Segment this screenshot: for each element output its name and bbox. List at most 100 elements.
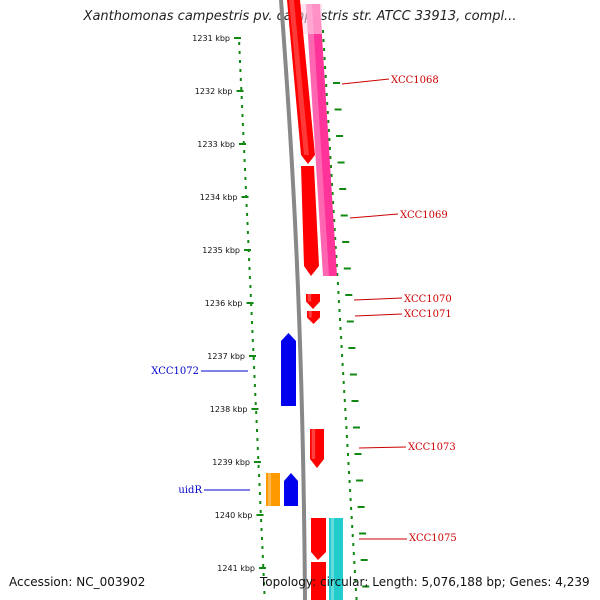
leader-xcc1068 (341, 78, 390, 85)
ruler-dot (354, 588, 357, 591)
gene-cyan-highlight (331, 518, 334, 600)
ruler-dot (348, 471, 350, 474)
ruler-dot (338, 309, 341, 312)
ruler-dot (348, 480, 351, 483)
gene-xcc1071-highlight (308, 311, 312, 318)
ruler-dot (258, 492, 261, 495)
ruler-dot (325, 84, 328, 87)
ruler-dot (333, 219, 336, 222)
ruler-ticks: 1231 kbp 1232 kbp 1233 kbp 1234 kbp 1235 kbp… (192, 34, 370, 588)
ruler-tick-label: 1233 kbp (197, 140, 235, 149)
ruler-minor-tick (359, 532, 367, 535)
ruler-dot (350, 507, 353, 510)
gene-uidr (284, 473, 298, 506)
ruler-dot (324, 66, 327, 69)
ruler-dot (326, 102, 329, 105)
ruler-tick-label: 1237 kbp (207, 352, 245, 361)
gene-label-xcc1071: XCC1071 (404, 309, 452, 320)
ruler-dot (331, 192, 334, 195)
ruler-tick (239, 143, 246, 145)
ruler-dot (262, 573, 265, 576)
ruler-dot (248, 276, 251, 279)
ruler-tick-label: 1239 kbp (212, 458, 250, 467)
ruler-dot (332, 201, 335, 204)
leader-xcc1073 (358, 446, 407, 449)
ruler-dot (343, 399, 346, 402)
gene-xcc1068-highlight (289, 0, 309, 155)
ruler-dot (254, 393, 257, 396)
ruler-dot (349, 498, 352, 501)
gene-xcc1070-highlight (307, 294, 312, 302)
ruler-dot (342, 372, 345, 375)
ruler-minor-tick (346, 320, 354, 323)
ruler-dot (335, 264, 338, 267)
ruler-minor-tick (353, 426, 360, 429)
ruler-dot (322, 39, 325, 42)
ruler-dot (323, 48, 326, 51)
ruler-dot (334, 237, 337, 240)
ruler-dot (252, 357, 255, 360)
gene-orange (266, 473, 280, 506)
ruler-dot (241, 114, 244, 117)
ruler-tick (251, 408, 259, 410)
ruler-dot (248, 267, 251, 270)
ruler-dot (241, 105, 244, 108)
ruler-dot (243, 159, 246, 162)
ruler-dots (238, 30, 358, 600)
ruler-dot (261, 546, 264, 549)
ruler-dot (242, 132, 245, 135)
ruler-dot (249, 294, 252, 297)
ruler-dot (343, 390, 346, 393)
ruler-dot (257, 456, 260, 459)
ruler-dot (244, 168, 246, 171)
ruler-minor-tick (356, 479, 364, 482)
ruler-dot (337, 291, 340, 294)
ruler-dot (251, 330, 254, 333)
ruler-dot (346, 444, 349, 447)
gene-xcc1073-highlight (311, 429, 316, 459)
ruler-dot (255, 411, 258, 414)
ruler-dot (242, 141, 245, 144)
gene-xcc1071 (307, 311, 320, 324)
ruler-dot (259, 501, 262, 504)
gene-label-xcc1072: XCC1072 (151, 366, 199, 377)
ruler-dot (238, 51, 241, 54)
gene-xcc1068 (287, 0, 315, 164)
ruler-tick (259, 567, 266, 569)
ruler-dot (327, 120, 330, 123)
ruler-tick-label: 1240 kbp (215, 511, 253, 520)
gene-xcc1075 (311, 518, 326, 560)
ruler-tick-label: 1232 kbp (195, 87, 233, 96)
ruler-dot (323, 57, 326, 60)
ruler-minor-tick (343, 267, 351, 270)
ruler-dot (349, 489, 352, 492)
gene-label-xcc1075: XCC1075 (409, 533, 457, 544)
leader-xcc1070 (353, 297, 403, 301)
ruler-dot (258, 483, 261, 486)
ruler-dot (354, 579, 357, 582)
ruler-dot (347, 453, 349, 456)
ruler-dot (259, 510, 262, 513)
ruler-dot (341, 354, 344, 357)
genome-summary-text: Topology: circular; Length: 5,076,188 bp… (260, 575, 590, 589)
ruler-dot (254, 402, 257, 405)
ruler-minor-tick (337, 161, 345, 164)
ruler-dot (339, 327, 342, 330)
ruler-dot (246, 222, 249, 225)
ruler-minor-tick (333, 82, 340, 84)
ruler-dot (342, 381, 345, 384)
ruler-dot (250, 303, 253, 306)
ruler-minor-tick (348, 347, 356, 349)
ruler-tick (236, 90, 244, 92)
accession-text: Accession: NC_003902 (9, 575, 146, 589)
ruler-dot (352, 543, 355, 546)
ruler-tick-label: 1231 kbp (192, 34, 230, 43)
ruler-dot (249, 285, 252, 288)
ruler-minor-tick (340, 214, 348, 217)
ruler-dot (261, 537, 263, 540)
ruler-dot (241, 123, 244, 126)
ruler-minor-tick (334, 108, 342, 111)
ruler-dot (340, 336, 343, 339)
gene-label-xcc1070: XCC1070 (404, 294, 452, 305)
ruler-dot (240, 96, 243, 99)
